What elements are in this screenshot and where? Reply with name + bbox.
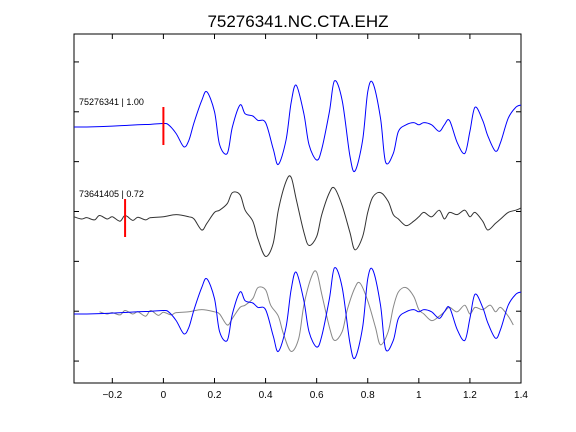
x-tick-label: 0.4: [259, 390, 273, 401]
trace-1-label: 75276341 | 1.00: [79, 97, 144, 107]
trace-2-label: 73641405 | 0.72: [79, 189, 144, 199]
overlay-secondary-waveform: [99, 270, 514, 352]
x-tick-label: 0.6: [310, 390, 324, 401]
trace-2-waveform: [73, 175, 522, 257]
x-tick-label: 0: [161, 390, 167, 401]
x-tick-label: 0.8: [361, 390, 375, 401]
chart-title: 75276341.NC.CTA.EHZ: [207, 12, 388, 31]
plot-frame: [73, 33, 522, 384]
x-tick-label: 0.2: [208, 390, 222, 401]
x-tick-label: 1.4: [514, 390, 528, 401]
x-tick-label: 1.2: [463, 390, 477, 401]
axis-ticks: −0.2 0 0.2 0.4 0.6 0.8 1 1.2 1.4: [74, 34, 528, 401]
traces-group: 75276341 | 1.00 73641405 | 0.72: [73, 80, 522, 360]
x-tick-label: −0.2: [102, 390, 122, 401]
x-tick-label: 1: [416, 390, 422, 401]
trace-1-waveform: [73, 80, 522, 173]
overlay-primary-waveform: [73, 267, 522, 360]
